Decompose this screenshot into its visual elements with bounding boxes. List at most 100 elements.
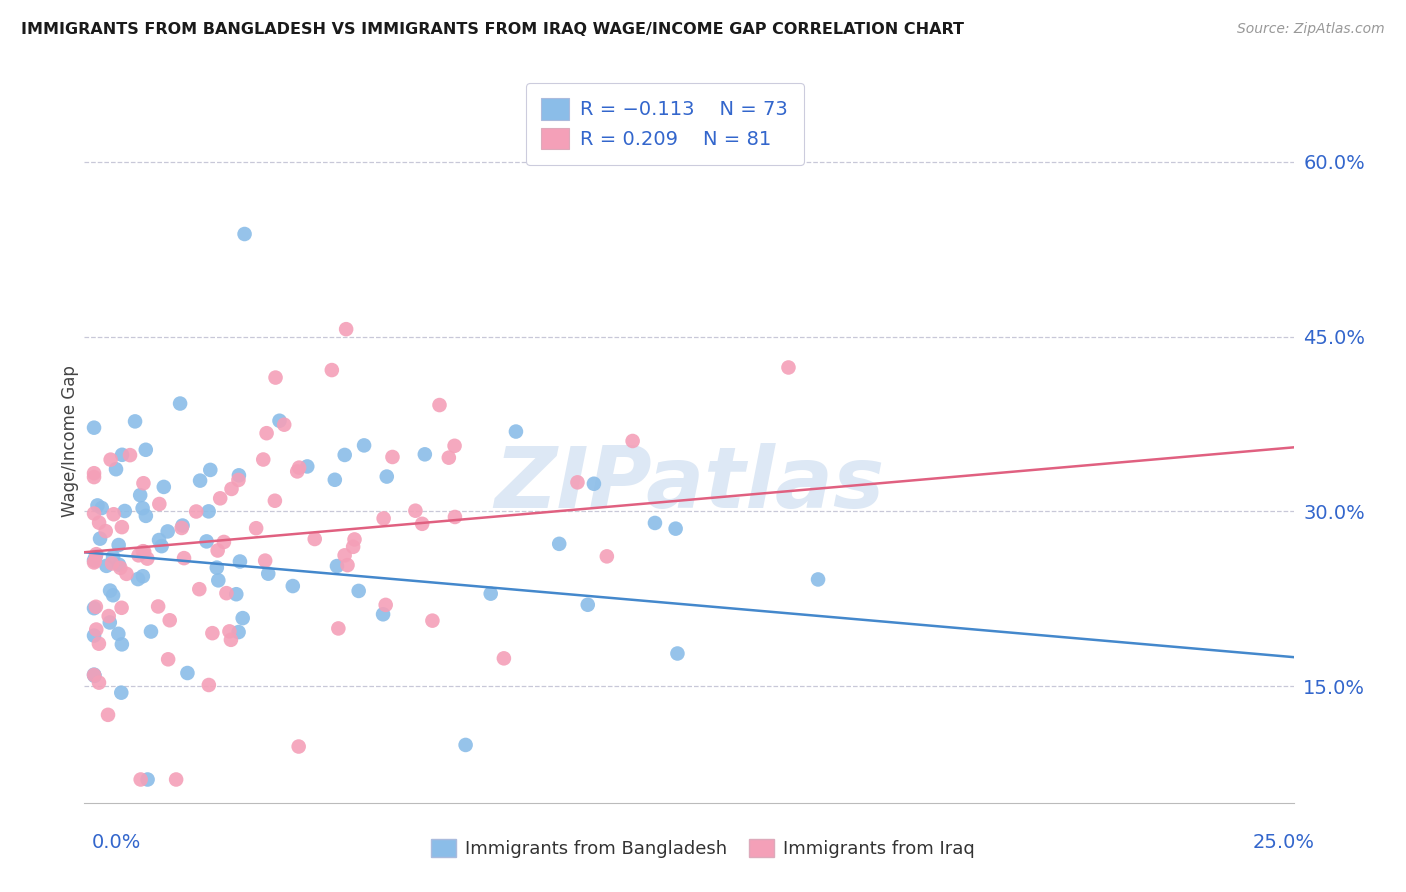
Point [100, 452, 122, 467]
Point [97, 609, 120, 624]
Point [118, 448, 141, 462]
Point [84, 549, 107, 564]
Point [176, 666, 198, 681]
Point [132, 569, 155, 583]
Point [212, 535, 235, 549]
Point [205, 560, 228, 574]
Point [218, 624, 240, 639]
Point [333, 549, 356, 563]
Point [111, 448, 134, 462]
Point [404, 504, 426, 518]
Point [285, 464, 308, 478]
Point [84, 623, 107, 637]
Point [98, 583, 121, 598]
Point [97, 707, 120, 722]
Point [778, 360, 800, 375]
Point [135, 508, 157, 523]
Point [281, 579, 304, 593]
Point [492, 651, 515, 665]
Point [132, 544, 155, 558]
Point [201, 626, 224, 640]
Point [101, 549, 124, 564]
Point [83, 420, 105, 434]
Point [264, 370, 287, 384]
Y-axis label: Wage/Income Gap: Wage/Income Gap [62, 366, 80, 517]
Point [567, 475, 589, 490]
Text: Source: ZipAtlas.com: Source: ZipAtlas.com [1237, 22, 1385, 37]
Point [84, 599, 107, 614]
Point [172, 518, 194, 533]
Point [304, 532, 326, 546]
Point [129, 772, 152, 787]
Point [221, 482, 243, 496]
Point [136, 772, 159, 787]
Point [323, 473, 346, 487]
Point [232, 611, 254, 625]
Point [443, 439, 465, 453]
Point [228, 473, 250, 487]
Point [115, 566, 138, 581]
Point [254, 553, 277, 567]
Point [83, 467, 105, 481]
Point [107, 538, 129, 552]
Point [444, 510, 467, 524]
Point [110, 600, 132, 615]
Point [83, 554, 105, 568]
Point [273, 417, 295, 432]
Point [429, 398, 451, 412]
Point [103, 508, 125, 522]
Point [596, 549, 619, 564]
Point [666, 647, 689, 661]
Point [197, 504, 219, 518]
Point [381, 450, 404, 464]
Point [336, 558, 359, 573]
Point [371, 607, 394, 622]
Point [422, 614, 444, 628]
Point [128, 549, 150, 563]
Point [188, 582, 211, 597]
Point [505, 425, 527, 439]
Point [621, 434, 644, 448]
Point [228, 625, 250, 640]
Point [374, 598, 396, 612]
Point [110, 686, 132, 700]
Point [576, 598, 599, 612]
Point [83, 556, 105, 570]
Point [127, 572, 149, 586]
Point [252, 452, 274, 467]
Point [207, 574, 229, 588]
Text: IMMIGRANTS FROM BANGLADESH VS IMMIGRANTS FROM IRAQ WAGE/INCOME GAP CORRELATION C: IMMIGRANTS FROM BANGLADESH VS IMMIGRANTS… [21, 22, 965, 37]
Point [129, 488, 152, 502]
Text: 0.0%: 0.0% [91, 833, 141, 853]
Point [83, 470, 105, 484]
Point [150, 539, 173, 553]
Point [170, 521, 193, 535]
Point [83, 507, 105, 521]
Point [229, 554, 252, 568]
Point [297, 459, 319, 474]
Point [111, 520, 134, 534]
Point [132, 476, 155, 491]
Point [87, 675, 110, 690]
Point [548, 537, 571, 551]
Point [87, 516, 110, 530]
Point [269, 414, 291, 428]
Point [454, 738, 477, 752]
Point [148, 497, 170, 511]
Point [135, 442, 157, 457]
Point [83, 629, 105, 643]
Legend: Immigrants from Bangladesh, Immigrants from Iraq: Immigrants from Bangladesh, Immigrants f… [422, 830, 984, 867]
Point [101, 588, 124, 602]
Point [83, 667, 105, 681]
Point [107, 627, 129, 641]
Point [257, 566, 280, 581]
Point [353, 438, 375, 452]
Point [582, 476, 605, 491]
Point [96, 558, 118, 573]
Point [413, 447, 436, 461]
Point [83, 553, 105, 567]
Point [169, 396, 191, 410]
Point [479, 587, 502, 601]
Point [152, 480, 174, 494]
Point [134, 545, 156, 559]
